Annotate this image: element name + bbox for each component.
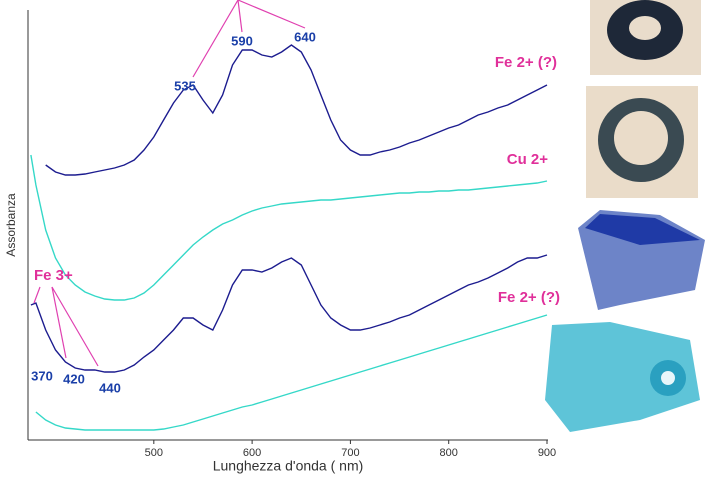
x-tick-label: 900 — [538, 447, 556, 459]
peak-label: 420 — [63, 371, 85, 386]
peak-label: 440 — [99, 380, 121, 395]
fragment-knob-center — [661, 371, 675, 385]
shard-edge — [585, 214, 700, 245]
spectrum-line — [30, 154, 548, 301]
series-label: Fe 2+ (?) — [495, 54, 557, 71]
x-tick-label: 800 — [440, 447, 458, 459]
x-tick-label: 500 — [145, 447, 163, 459]
peak-label: 535 — [174, 78, 196, 93]
y-axis-label: Assorbanza — [4, 193, 18, 257]
spectrum-line — [30, 254, 548, 373]
annotation-arrow — [237, 0, 306, 29]
annotation-arrow — [33, 286, 41, 304]
series-label: Fe 2+ (?) — [498, 289, 560, 306]
peak-label: 590 — [231, 33, 253, 48]
peak-label: 370 — [31, 368, 53, 383]
photos — [545, 0, 705, 432]
spectrum-line — [35, 314, 548, 431]
annotation-arrow — [51, 286, 67, 359]
photo-glass-fragment — [545, 322, 700, 432]
annotation-arrow — [237, 0, 243, 33]
spectrum-line — [45, 44, 548, 176]
x-tick-label: 600 — [243, 447, 261, 459]
x-axis-label: Lunghezza d'onda ( nm) — [213, 458, 364, 474]
annotation-arrow — [51, 286, 99, 367]
x-tick-label: 700 — [341, 447, 359, 459]
peak-label: 640 — [294, 29, 316, 44]
annotation-arrow — [192, 0, 239, 78]
ring-hole — [629, 16, 661, 40]
series-label: Cu 2+ — [507, 151, 549, 168]
ring-hole — [614, 111, 668, 165]
fe3-label: Fe 3+ — [34, 267, 73, 284]
